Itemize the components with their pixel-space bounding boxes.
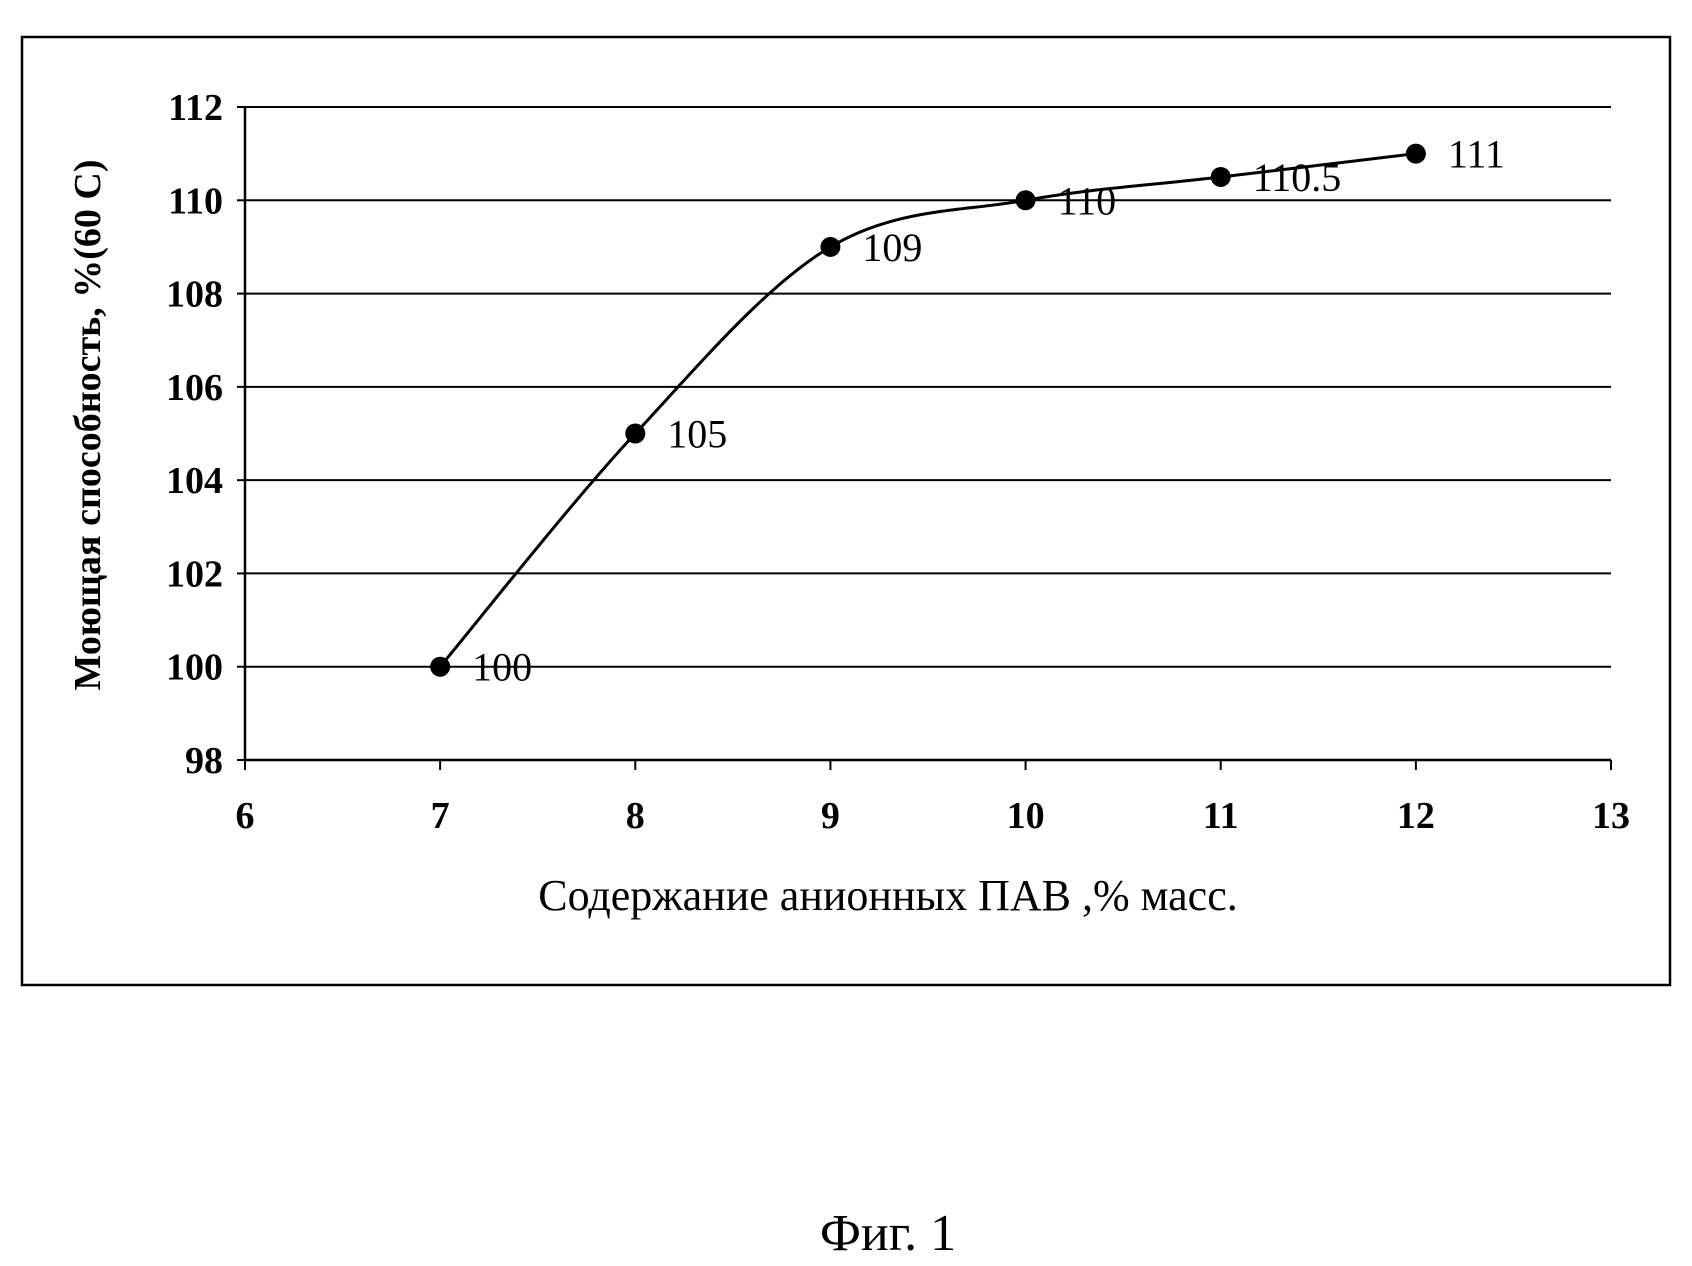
x-tick-label: 13 (1592, 795, 1630, 837)
data-label: 100 (472, 645, 532, 690)
y-tick-label: 98 (185, 740, 223, 782)
x-tick-label: 12 (1397, 795, 1435, 837)
point (430, 657, 450, 677)
data-label: 111 (1448, 132, 1505, 177)
chart-frame (22, 37, 1670, 985)
point (625, 424, 645, 444)
x-tick-label: 7 (431, 795, 450, 837)
data-label: 110.5 (1253, 155, 1342, 200)
y-tick-label: 104 (166, 460, 223, 502)
y-tick-label: 102 (166, 553, 223, 595)
line (440, 154, 1416, 667)
y-tick-label: 112 (168, 87, 223, 129)
y-tick-label: 106 (166, 367, 223, 409)
x-tick-label: 6 (236, 795, 255, 837)
x-tick-label: 8 (626, 795, 645, 837)
y-tick-label: 100 (166, 647, 223, 689)
point (820, 237, 840, 257)
data-label: 105 (667, 412, 727, 457)
x-tick-label: 11 (1203, 795, 1239, 837)
point (1016, 190, 1036, 210)
chart: Содержание анионных ПАВ ,% масс. Моющая … (0, 0, 1692, 1266)
x-tick-label: 10 (1007, 795, 1045, 837)
y-tick-label: 110 (168, 180, 223, 222)
data-label: 110 (1058, 178, 1117, 223)
figure-caption: Фиг. 1 (820, 1205, 956, 1262)
data-label: 109 (862, 225, 922, 270)
y-axis-label: Моющая способность, %(60 С) (67, 160, 109, 691)
x-axis-label: Содержание анионных ПАВ ,% масс. (538, 871, 1238, 920)
x-tick-label: 9 (821, 795, 840, 837)
page: {"chart_data": {"type": "line", "x_label… (0, 0, 1692, 1266)
point (1406, 144, 1426, 164)
point (1211, 167, 1231, 187)
y-tick-label: 108 (166, 274, 223, 316)
